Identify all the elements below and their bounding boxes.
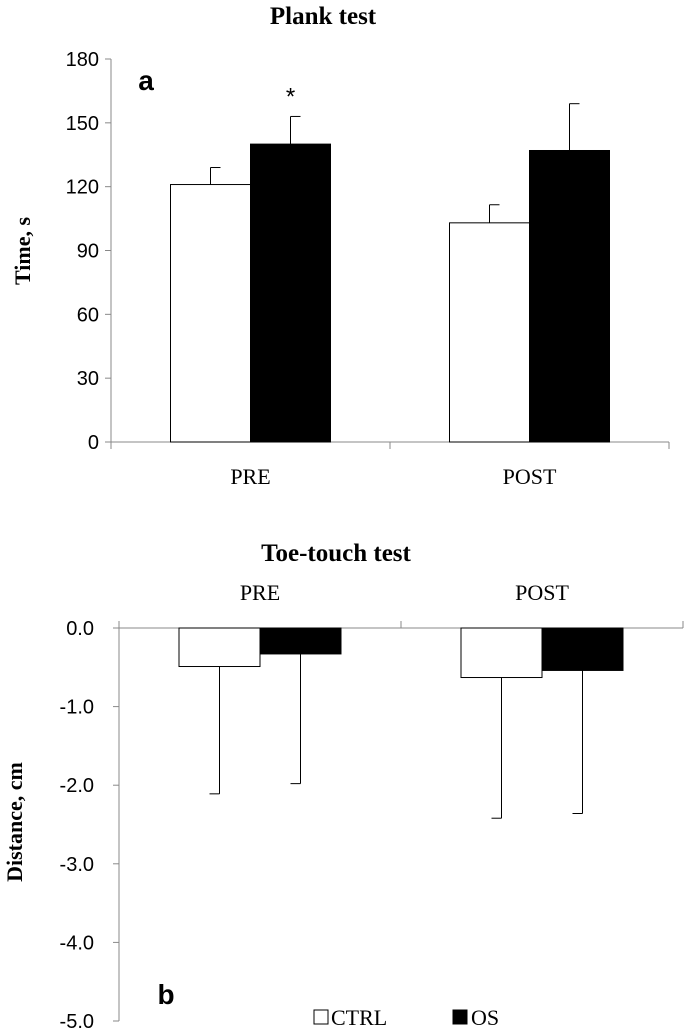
y-tick-label: 180 bbox=[66, 49, 99, 71]
bar-os bbox=[529, 149, 610, 443]
y-tick-label: 120 bbox=[66, 177, 99, 199]
x-tick-label: PRE bbox=[240, 580, 280, 605]
y-tick-label: -4.0 bbox=[60, 932, 94, 954]
y-tick-label: -3.0 bbox=[60, 854, 94, 876]
bar-os bbox=[250, 143, 331, 443]
x-tick-labels: PRE POST bbox=[240, 580, 570, 605]
x-tick-labels: PRE POST bbox=[230, 464, 557, 489]
bar-ctrl bbox=[178, 627, 261, 668]
bar-ctrl bbox=[170, 184, 251, 443]
x-tick-label: POST bbox=[515, 580, 569, 605]
chart-title: Plank test bbox=[270, 3, 377, 30]
y-tick-label: 150 bbox=[66, 113, 99, 135]
x-tick-label: POST bbox=[503, 464, 557, 489]
y-tick-label: 0 bbox=[88, 432, 99, 454]
toe-touch-chart: Toe-touch test Distance, cm b 0.0 -1.0 -2.… bbox=[2, 540, 684, 1031]
chart-title: Toe-touch test bbox=[261, 540, 411, 567]
legend-swatch-ctrl bbox=[313, 1009, 329, 1025]
y-tick-label: 30 bbox=[77, 368, 99, 390]
bar-os bbox=[259, 627, 342, 655]
bar-ctrl bbox=[460, 627, 543, 679]
plank-chart: Plank test Time, s a 0 30 60 90 120 150 180 PR… bbox=[10, 3, 670, 489]
y-tick-label: -1.0 bbox=[60, 697, 94, 719]
y-tick-labels: 0 30 60 90 120 150 180 bbox=[66, 49, 99, 454]
legend-label-ctrl: CTRL bbox=[331, 1005, 387, 1030]
bars bbox=[170, 103, 610, 443]
legend-label-os: OS bbox=[471, 1005, 499, 1030]
panel-label: b bbox=[157, 979, 174, 1010]
y-tick-label: 90 bbox=[77, 241, 99, 263]
legend: CTRL OS bbox=[313, 1005, 499, 1030]
y-tick-label: -2.0 bbox=[60, 775, 94, 797]
bar-ctrl bbox=[449, 222, 530, 443]
legend-swatch-os bbox=[452, 1009, 468, 1025]
y-axis-label: Distance, cm bbox=[2, 762, 27, 882]
bars bbox=[178, 627, 624, 819]
x-tick-label: PRE bbox=[230, 464, 270, 489]
y-tick-label: 60 bbox=[77, 304, 99, 326]
axes bbox=[113, 621, 684, 1022]
bar-os bbox=[541, 627, 624, 671]
panel-label: a bbox=[138, 65, 154, 96]
y-tick-label: 0.0 bbox=[66, 618, 94, 640]
significance-marker: * bbox=[286, 83, 295, 110]
y-axis-label: Time, s bbox=[10, 217, 35, 285]
y-tick-labels: 0.0 -1.0 -2.0 -3.0 -4.0 -5.0 bbox=[60, 618, 94, 1031]
y-tick-label: -5.0 bbox=[60, 1011, 94, 1031]
